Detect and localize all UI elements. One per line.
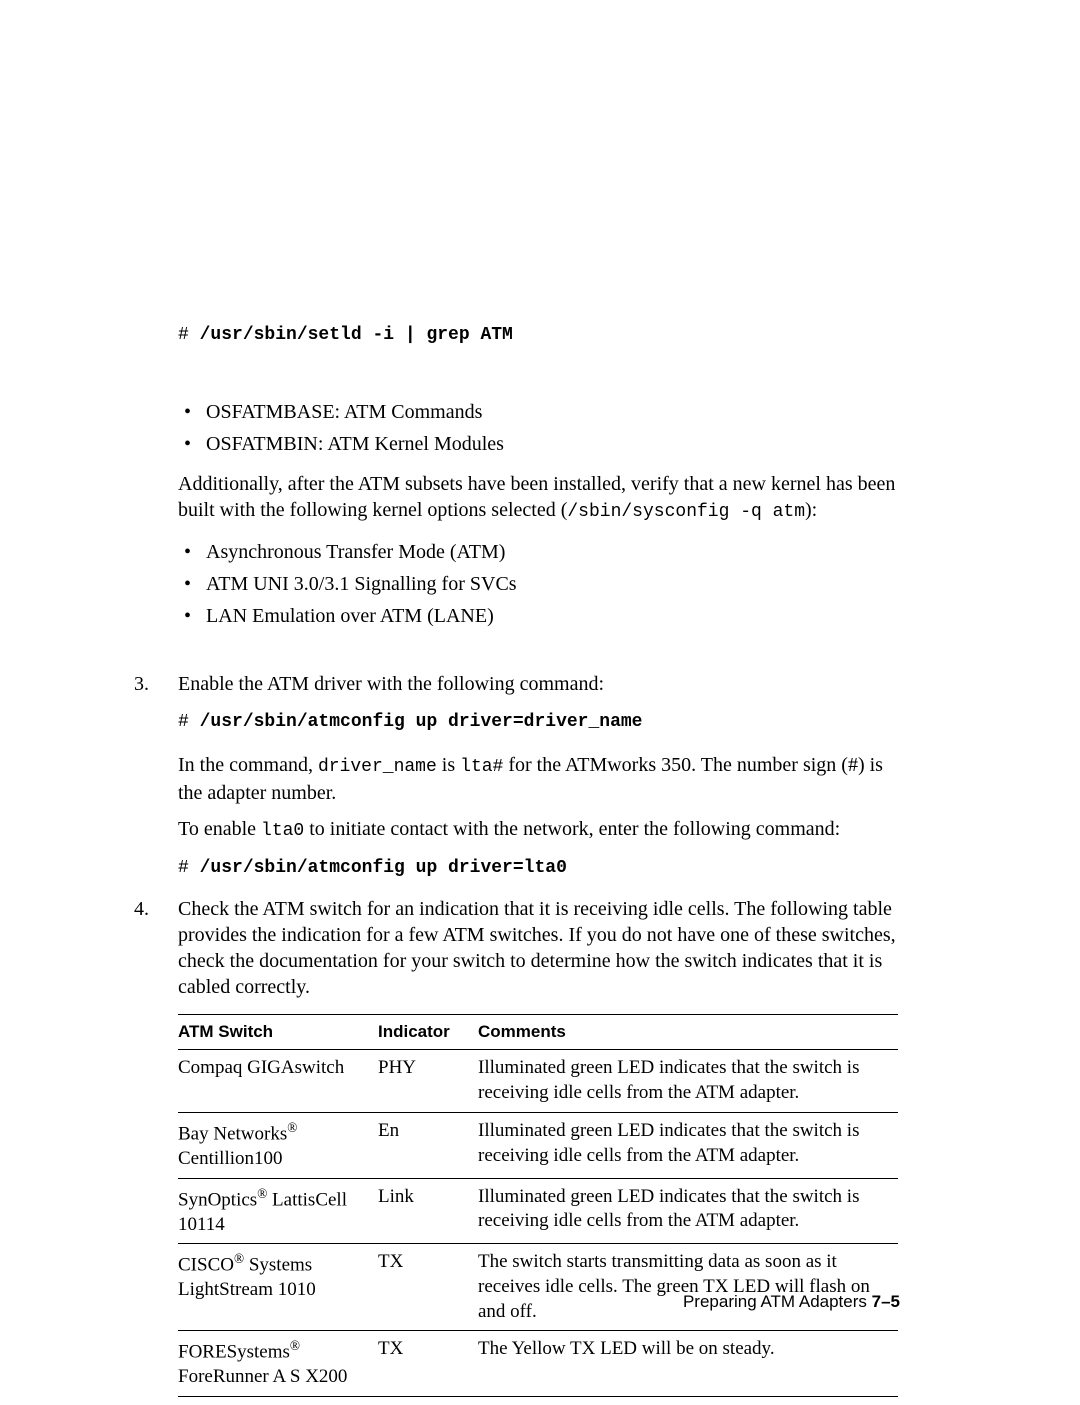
cell-indicator: PHY bbox=[378, 1050, 478, 1112]
table-row: CISCO® Systems LightStream 1010TXThe swi… bbox=[178, 1244, 898, 1331]
text: ): bbox=[805, 499, 817, 521]
text: is bbox=[437, 754, 460, 776]
table-row: Bay Networks® Centillion100EnIlluminated… bbox=[178, 1112, 898, 1178]
command-text: /usr/sbin/atmconfig up driver=driver_nam… bbox=[200, 712, 643, 732]
cell-indicator: TX bbox=[378, 1244, 478, 1331]
col-header: Comments bbox=[478, 1015, 898, 1050]
paragraph: Additionally, after the ATM subsets have… bbox=[178, 471, 898, 524]
table-header-row: ATM Switch Indicator Comments bbox=[178, 1015, 898, 1050]
step-body: Check the ATM switch for an indication t… bbox=[178, 896, 898, 1397]
prompt: # bbox=[178, 858, 200, 878]
table-row: SynOptics® LattisCell 10114LinkIlluminat… bbox=[178, 1178, 898, 1244]
text: To enable bbox=[178, 818, 261, 840]
cell-switch: SynOptics® LattisCell 10114 bbox=[178, 1178, 378, 1244]
cell-switch: CISCO® Systems LightStream 1010 bbox=[178, 1244, 378, 1331]
kernel-options-list: Asynchronous Transfer Mode (ATM) ATM UNI… bbox=[178, 539, 898, 629]
list-item-text: ATM UNI 3.0/3.1 Signalling for SVCs bbox=[206, 573, 517, 595]
list-item-text: OSFATMBASE: ATM Commands bbox=[206, 401, 482, 423]
content-block: # /usr/sbin/setld -i | grep ATM OSFATMBA… bbox=[178, 314, 898, 1405]
command-line-3: # /usr/sbin/atmconfig up driver=lta0 bbox=[178, 853, 898, 880]
ordered-step-4: 4. Check the ATM switch for an indicatio… bbox=[134, 896, 898, 1397]
list-item: OSFATMBASE: ATM Commands bbox=[178, 399, 898, 425]
cell-comment: The switch starts transmitting data as s… bbox=[478, 1244, 898, 1331]
table-row: Compaq GIGAswitchPHYIlluminated green LE… bbox=[178, 1050, 898, 1112]
command-line-2: # /usr/sbin/atmconfig up driver=driver_n… bbox=[178, 707, 898, 734]
paragraph: Enable the ATM driver with the following… bbox=[178, 671, 898, 697]
table-row: FORESystems® ForeRunner A S X200TXThe Ye… bbox=[178, 1331, 898, 1397]
paragraph: In the command, driver_name is lta# for … bbox=[178, 752, 898, 805]
cell-comment: Illuminated green LED indicates that the… bbox=[478, 1112, 898, 1178]
prompt: # bbox=[178, 712, 200, 732]
cell-switch: FORESystems® ForeRunner A S X200 bbox=[178, 1331, 378, 1397]
inline-code: driver_name bbox=[318, 757, 437, 777]
inline-code: /sbin/sysconfig -q atm bbox=[567, 502, 805, 522]
list-item: ATM UNI 3.0/3.1 Signalling for SVCs bbox=[178, 571, 898, 597]
subset-list: OSFATMBASE: ATM Commands OSFATMBIN: ATM … bbox=[178, 399, 898, 457]
col-header: Indicator bbox=[378, 1015, 478, 1050]
cell-indicator: Link bbox=[378, 1178, 478, 1244]
page-footer: Preparing ATM Adapters 7–5 bbox=[683, 1291, 900, 1313]
list-item: LAN Emulation over ATM (LANE) bbox=[178, 603, 898, 629]
cell-switch: Compaq GIGAswitch bbox=[178, 1050, 378, 1112]
list-item-text: Asynchronous Transfer Mode (ATM) bbox=[206, 541, 505, 563]
footer-page-number: 7–5 bbox=[872, 1292, 900, 1311]
step-number: 3. bbox=[134, 671, 178, 889]
inline-code: lta# bbox=[460, 757, 503, 777]
list-item: Asynchronous Transfer Mode (ATM) bbox=[178, 539, 898, 565]
command-text: /usr/sbin/atmconfig up driver=lta0 bbox=[200, 858, 567, 878]
text: In the command, bbox=[178, 754, 318, 776]
list-item-text: LAN Emulation over ATM (LANE) bbox=[206, 605, 494, 627]
paragraph: Check the ATM switch for an indication t… bbox=[178, 896, 898, 1000]
cell-switch: Bay Networks® Centillion100 bbox=[178, 1112, 378, 1178]
prompt: # bbox=[178, 325, 200, 345]
cell-indicator: TX bbox=[378, 1331, 478, 1397]
col-header: ATM Switch bbox=[178, 1015, 378, 1050]
command-line-1: # /usr/sbin/setld -i | grep ATM bbox=[178, 320, 898, 347]
table-body: Compaq GIGAswitchPHYIlluminated green LE… bbox=[178, 1050, 898, 1397]
cell-comment: The Yellow TX LED will be on steady. bbox=[478, 1331, 898, 1397]
command-text: /usr/sbin/setld -i | grep ATM bbox=[200, 325, 513, 345]
paragraph: To enable lta0 to initiate contact with … bbox=[178, 816, 898, 843]
inline-code: lta0 bbox=[261, 821, 304, 841]
list-item: OSFATMBIN: ATM Kernel Modules bbox=[178, 431, 898, 457]
step-number: 4. bbox=[134, 896, 178, 1397]
cell-comment: Illuminated green LED indicates that the… bbox=[478, 1050, 898, 1112]
list-item-text: OSFATMBIN: ATM Kernel Modules bbox=[206, 433, 504, 455]
footer-label: Preparing ATM Adapters bbox=[683, 1292, 872, 1311]
cell-indicator: En bbox=[378, 1112, 478, 1178]
page: # /usr/sbin/setld -i | grep ATM OSFATMBA… bbox=[0, 0, 1080, 1397]
step-body: Enable the ATM driver with the following… bbox=[178, 671, 898, 889]
cell-comment: Illuminated green LED indicates that the… bbox=[478, 1178, 898, 1244]
text: to initiate contact with the network, en… bbox=[304, 818, 840, 840]
ordered-step-3: 3. Enable the ATM driver with the follow… bbox=[134, 671, 898, 889]
atm-switch-table: ATM Switch Indicator Comments Compaq GIG… bbox=[178, 1014, 898, 1397]
